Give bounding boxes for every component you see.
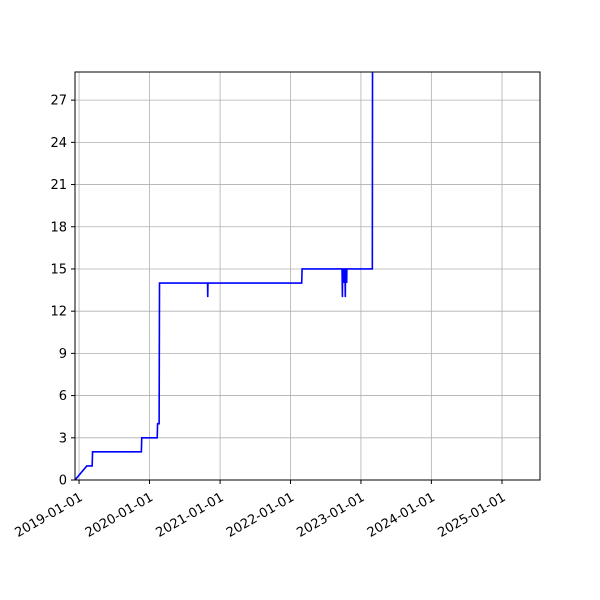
- x-tick-label: 2024-01-01: [365, 490, 438, 541]
- y-tick-label: 15: [50, 262, 67, 277]
- x-gridlines: [78, 72, 503, 480]
- x-tick-label: 2025-01-01: [435, 490, 508, 541]
- y-tick-label: 27: [50, 94, 67, 109]
- y-tick-label: 9: [59, 347, 67, 362]
- y-tick-label: 12: [50, 305, 67, 320]
- y-gridlines: [75, 99, 540, 481]
- y-axis-ticks: 0 3 6 9 12 15 18 21 24 27: [50, 94, 75, 489]
- x-tick-label: 2022-01-01: [224, 490, 297, 541]
- y-tick-label: 24: [50, 136, 67, 151]
- y-tick-label: 21: [50, 178, 67, 193]
- x-axis-ticks: 2019-01-012020-01-012021-01-012022-01-01…: [13, 480, 508, 541]
- series-line: [75, 72, 374, 480]
- y-tick-label: 3: [59, 431, 67, 446]
- x-tick-label: 2019-01-01: [13, 490, 86, 541]
- y-tick-label: 6: [59, 389, 67, 404]
- x-tick-label: 2020-01-01: [83, 490, 156, 541]
- y-tick-label: 0: [59, 474, 67, 489]
- x-tick-label: 2021-01-01: [154, 490, 227, 541]
- x-tick-label: 2023-01-01: [294, 490, 367, 541]
- series-lines: [75, 72, 374, 480]
- y-tick-label: 18: [50, 220, 67, 235]
- plot-area-frame: [74, 71, 541, 481]
